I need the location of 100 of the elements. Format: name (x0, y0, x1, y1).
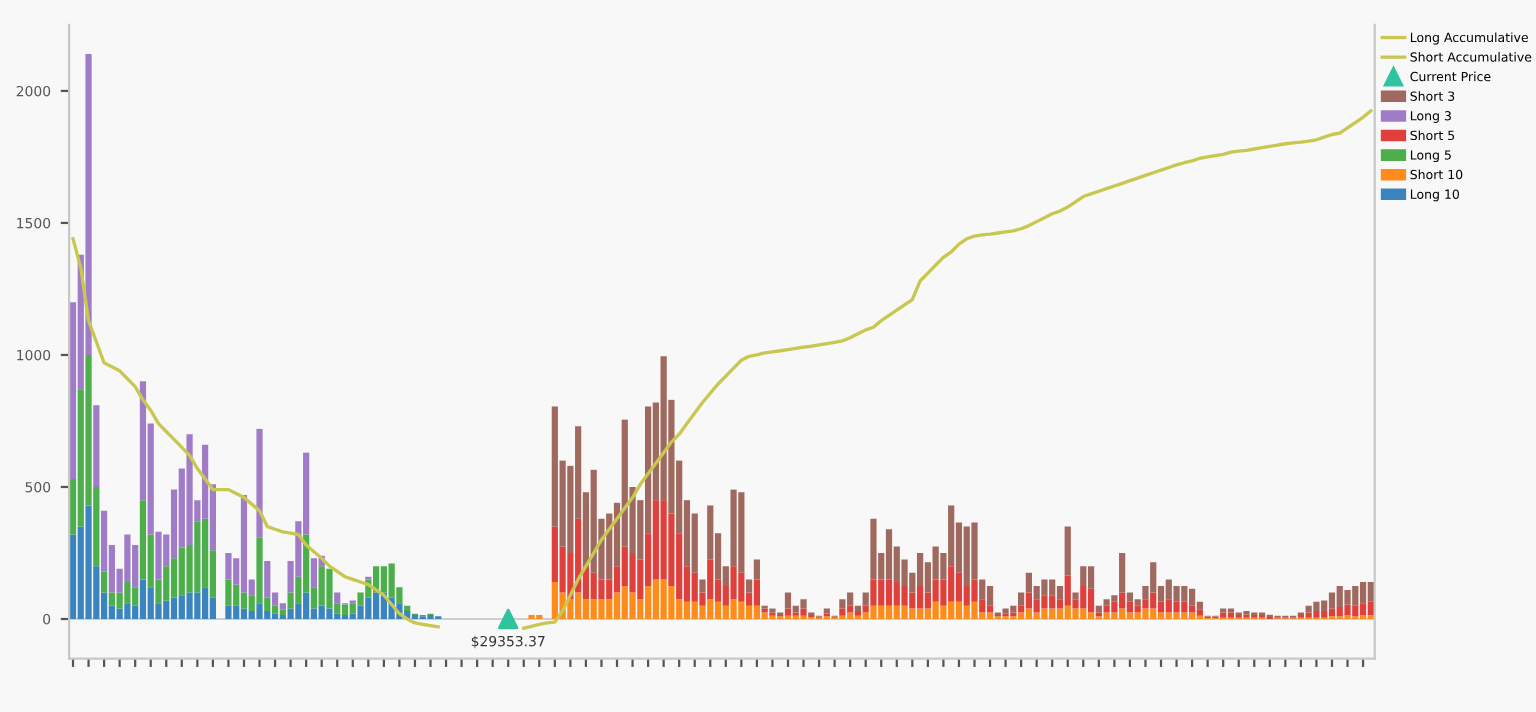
bar (932, 579, 939, 602)
bar (730, 566, 737, 600)
bar (1150, 608, 1157, 619)
bar (256, 537, 263, 604)
line-series (522, 109, 1373, 630)
bar (240, 494, 248, 593)
bar (971, 522, 978, 580)
bar (279, 609, 286, 616)
bar (1336, 585, 1343, 608)
bar (652, 500, 659, 580)
bar (932, 601, 939, 619)
bar (862, 592, 869, 606)
bar (955, 572, 963, 602)
bar (885, 529, 893, 580)
bar (1064, 575, 1071, 606)
bar (310, 558, 318, 588)
bar (699, 605, 706, 619)
bar (194, 592, 201, 619)
bar (1157, 612, 1165, 619)
bar (1173, 601, 1180, 613)
bar (1165, 599, 1172, 613)
bar (1111, 595, 1118, 602)
bar (69, 534, 77, 619)
bar (1359, 582, 1367, 604)
bar (1344, 589, 1351, 605)
bar (225, 605, 232, 619)
bar (598, 579, 605, 600)
bar (1181, 612, 1188, 619)
bar (707, 559, 714, 600)
bar (1328, 608, 1336, 617)
bar (93, 405, 100, 487)
bar (606, 599, 613, 619)
bar (100, 571, 108, 593)
bar (357, 605, 364, 619)
bar (870, 579, 877, 606)
bar (590, 572, 597, 600)
bar (598, 599, 605, 619)
bar (1313, 601, 1320, 612)
bar (334, 613, 341, 619)
bar (1344, 604, 1351, 616)
bar (1352, 585, 1359, 606)
bar (955, 601, 963, 619)
bar (761, 612, 768, 619)
line-series (71, 237, 440, 629)
bar (979, 579, 986, 600)
bar (264, 560, 271, 598)
bar (264, 611, 271, 619)
bar (621, 546, 628, 586)
bar (901, 585, 908, 606)
bar (784, 608, 792, 616)
bar (916, 585, 924, 609)
bar (147, 587, 154, 619)
bar (707, 599, 714, 619)
bar (1056, 585, 1064, 600)
bar (326, 568, 333, 609)
bar (1328, 592, 1336, 609)
bar (1041, 579, 1048, 596)
bar (1196, 609, 1203, 616)
bar (870, 605, 877, 619)
bar (660, 500, 667, 580)
bar (1111, 612, 1118, 619)
bar (730, 489, 737, 567)
bar (341, 604, 349, 616)
bar (1227, 612, 1235, 618)
bar (1025, 608, 1032, 619)
bar (139, 579, 147, 619)
bar (1134, 599, 1141, 606)
bar (1313, 611, 1320, 618)
bar (738, 601, 745, 619)
bar (85, 505, 92, 619)
bar (1080, 608, 1087, 619)
bar (1173, 612, 1180, 619)
bar (924, 608, 931, 619)
bar (287, 608, 294, 619)
bar (582, 599, 590, 619)
bar (1049, 595, 1056, 609)
bar (800, 608, 807, 616)
bar (1103, 599, 1110, 606)
bar (1165, 612, 1172, 619)
bar (660, 579, 667, 619)
bar (839, 608, 846, 616)
bar (1181, 601, 1188, 613)
bar (1119, 552, 1126, 593)
bar (1119, 608, 1126, 619)
bar (683, 601, 691, 619)
bar (878, 605, 885, 619)
bar (916, 552, 924, 586)
bar (1064, 605, 1071, 619)
bar (1041, 595, 1048, 609)
bar (334, 592, 341, 604)
bar (1033, 599, 1040, 613)
bar (1072, 608, 1079, 619)
bar (800, 599, 807, 609)
bar (1188, 612, 1196, 619)
bar (108, 592, 115, 606)
bar (202, 587, 209, 619)
bar (893, 605, 900, 619)
bar (388, 563, 395, 598)
bar (885, 579, 893, 606)
bar (691, 572, 698, 602)
